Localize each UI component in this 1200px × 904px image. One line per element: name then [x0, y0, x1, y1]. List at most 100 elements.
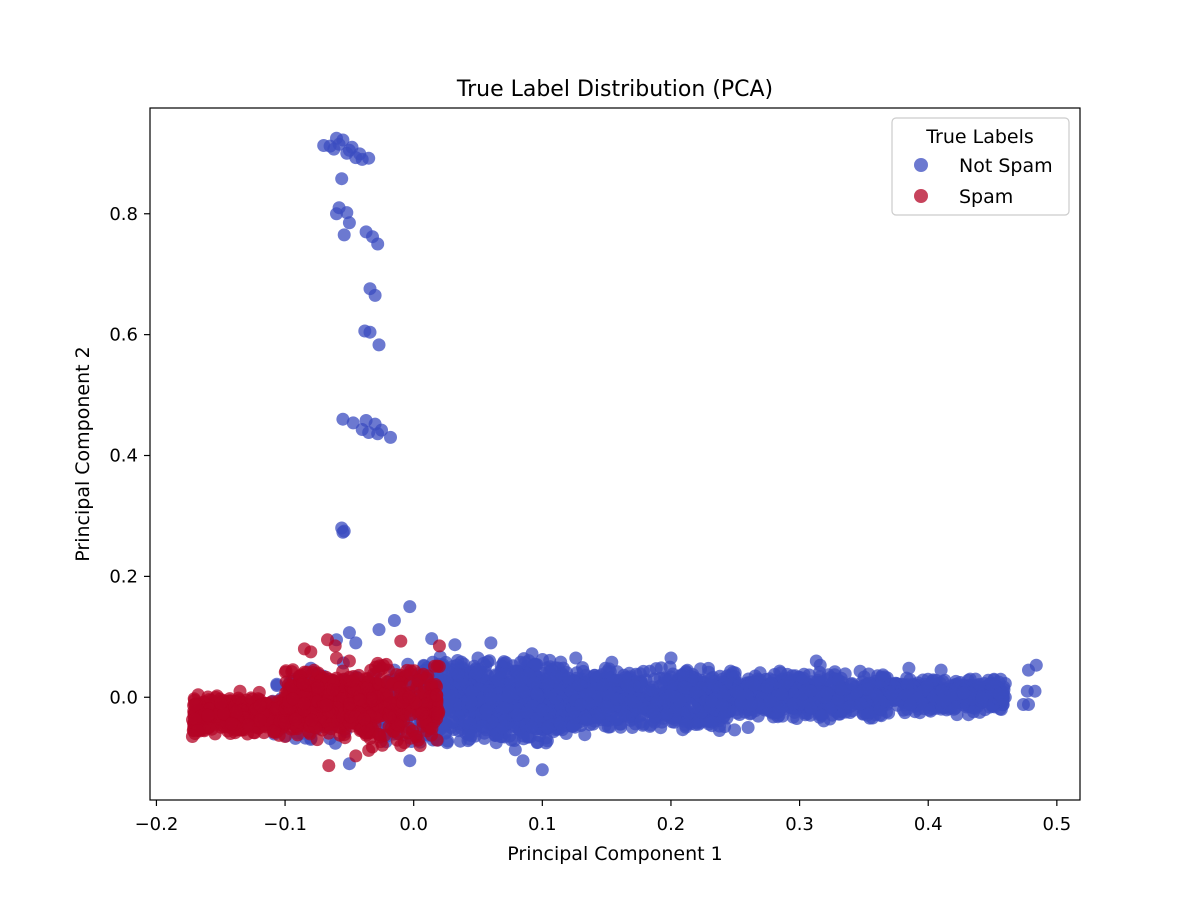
- data-point: [267, 724, 281, 738]
- data-point: [705, 715, 719, 729]
- data-point: [972, 677, 986, 691]
- data-point: [458, 715, 472, 729]
- data-point: [853, 664, 867, 678]
- data-point: [446, 715, 460, 729]
- data-point: [342, 626, 356, 640]
- data-point: [934, 663, 948, 677]
- data-point: [578, 728, 592, 742]
- series-spam: [185, 633, 446, 773]
- data-point: [201, 708, 215, 722]
- data-point: [364, 692, 378, 705]
- data-point: [499, 656, 513, 670]
- data-point: [774, 666, 788, 680]
- data-point: [654, 661, 668, 675]
- data-point: [956, 686, 970, 700]
- data-point: [479, 703, 493, 717]
- data-point: [383, 710, 397, 724]
- data-point: [349, 636, 363, 650]
- data-point: [372, 623, 386, 637]
- data-point: [328, 639, 342, 653]
- data-point: [579, 713, 593, 727]
- data-point: [491, 673, 505, 687]
- data-point: [923, 703, 936, 717]
- data-point: [483, 654, 496, 668]
- data-point: [357, 712, 371, 726]
- data-point: [717, 709, 731, 723]
- x-tick-label: −0.2: [135, 814, 179, 835]
- data-point: [188, 712, 202, 726]
- data-point: [514, 674, 528, 688]
- data-point: [920, 679, 934, 693]
- data-point: [694, 662, 707, 676]
- data-point: [404, 708, 418, 722]
- y-tick-label: 0.2: [109, 566, 138, 587]
- data-point: [448, 638, 462, 652]
- data-point: [464, 695, 478, 709]
- y-tick-label: 0.4: [109, 446, 138, 467]
- data-point: [387, 614, 401, 627]
- data-point: [947, 702, 961, 716]
- y-tick-label: 0.8: [109, 204, 138, 225]
- data-point: [763, 694, 777, 708]
- data-point: [646, 683, 660, 697]
- data-point: [510, 664, 524, 678]
- data-point: [278, 730, 292, 743]
- data-point: [760, 680, 774, 694]
- data-point: [600, 700, 614, 714]
- data-point: [403, 600, 417, 614]
- data-point: [903, 698, 917, 711]
- data-point: [516, 754, 530, 768]
- data-point: [820, 686, 834, 700]
- data-point: [477, 731, 491, 745]
- x-tick-label: 0.2: [657, 814, 686, 835]
- data-point: [297, 697, 311, 710]
- data-point: [705, 695, 719, 708]
- data-point: [845, 677, 859, 691]
- data-point: [253, 713, 267, 727]
- data-point: [689, 686, 703, 699]
- x-tick-label: 0.5: [1043, 814, 1072, 835]
- data-point: [983, 677, 997, 691]
- data-point: [497, 701, 511, 715]
- data-point: [372, 338, 386, 352]
- data-point: [618, 708, 632, 722]
- data-point: [775, 687, 789, 701]
- data-point: [635, 702, 649, 716]
- data-point: [569, 651, 583, 665]
- data-point: [297, 642, 311, 656]
- y-axis-label: Principal Component 2: [72, 346, 94, 561]
- data-point: [319, 698, 333, 712]
- data-point: [430, 688, 444, 702]
- data-point: [372, 728, 386, 742]
- data-point: [502, 685, 516, 699]
- data-point: [286, 692, 300, 706]
- data-point: [421, 669, 435, 683]
- data-point: [394, 739, 408, 753]
- data-point: [605, 655, 619, 669]
- data-point: [596, 678, 610, 692]
- data-point: [335, 172, 349, 186]
- data-point: [311, 680, 325, 694]
- data-point: [484, 636, 498, 650]
- data-point: [296, 676, 310, 690]
- chart-title: True Label Distribution (PCA): [456, 77, 773, 102]
- data-point: [217, 707, 231, 721]
- data-point: [384, 430, 397, 444]
- data-point: [346, 674, 360, 688]
- data-point: [549, 670, 563, 684]
- data-point: [935, 694, 949, 707]
- x-tick-label: 0.0: [399, 814, 428, 835]
- data-point: [664, 651, 678, 665]
- data-point: [796, 671, 810, 685]
- data-point: [241, 718, 255, 732]
- data-point: [1028, 684, 1042, 698]
- data-point: [391, 718, 405, 732]
- data-point: [342, 216, 356, 230]
- data-point: [734, 696, 748, 710]
- data-point: [870, 688, 884, 702]
- data-point: [1016, 698, 1030, 711]
- data-point: [572, 678, 586, 692]
- data-point: [375, 423, 388, 437]
